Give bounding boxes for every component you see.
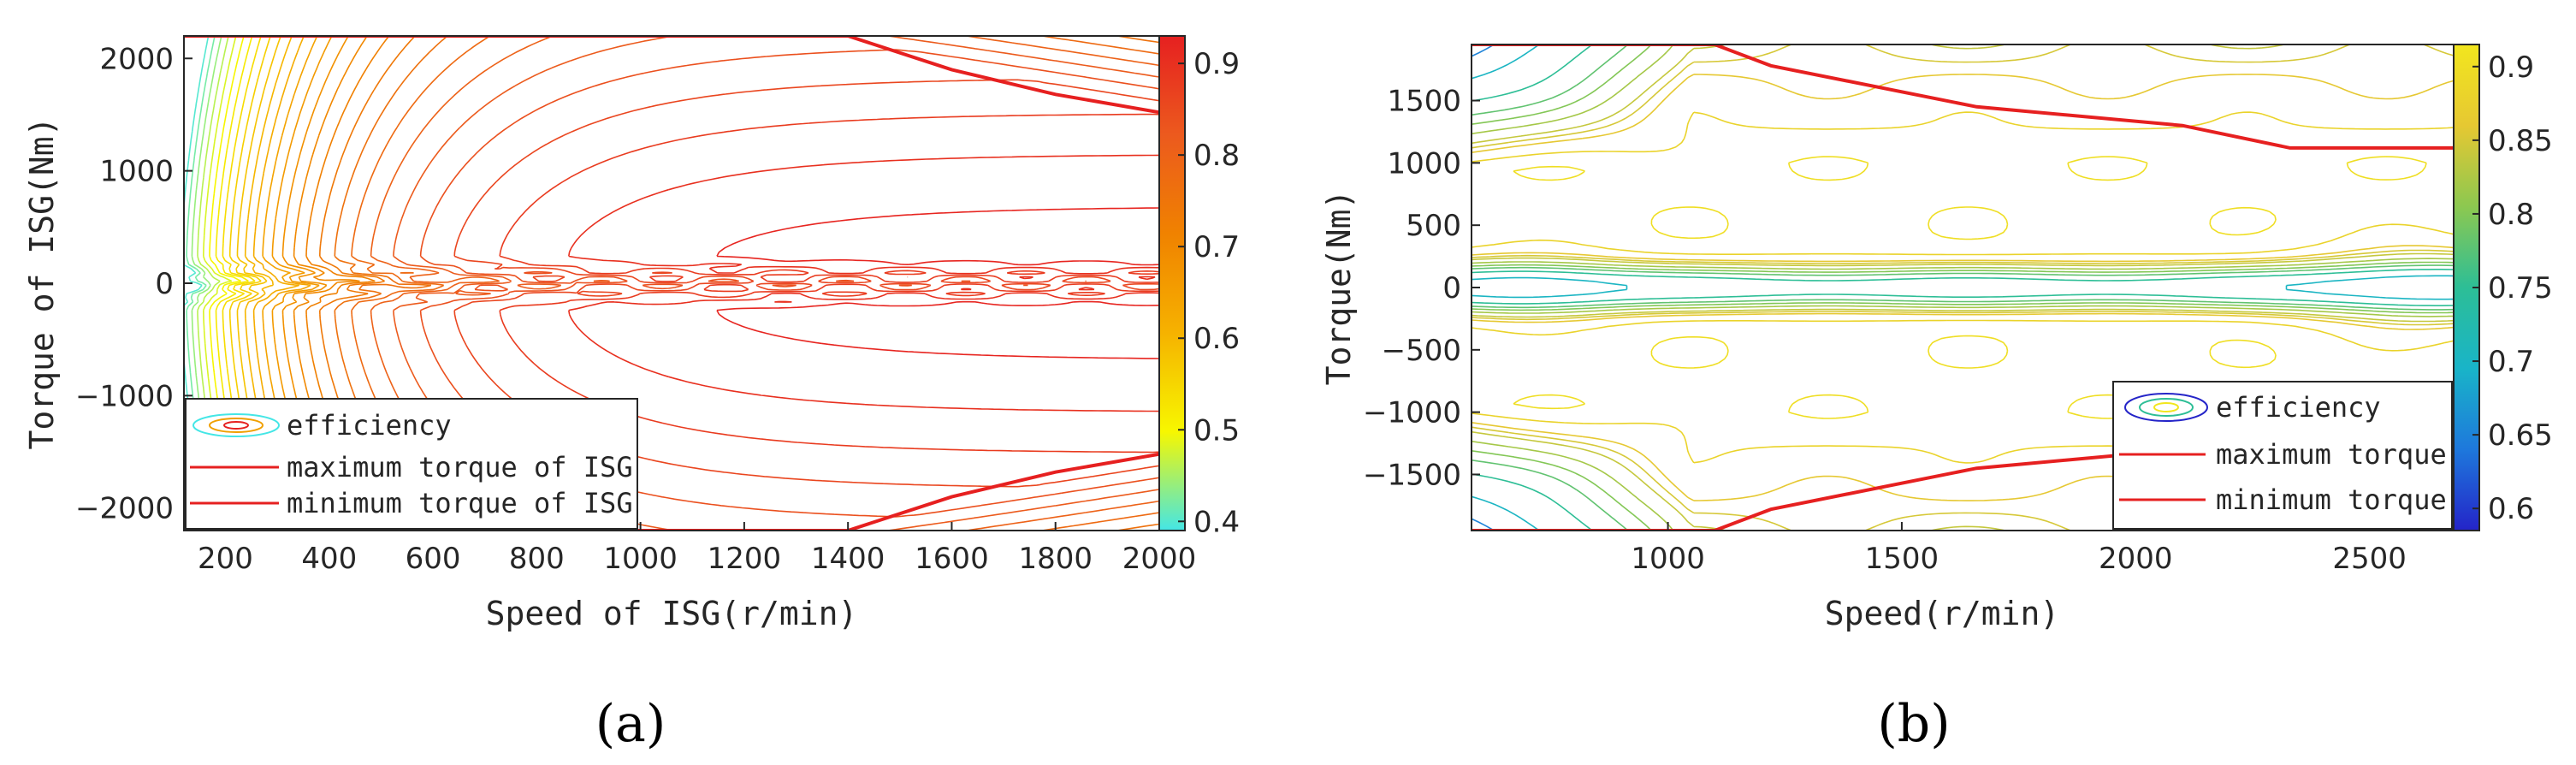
a-contour-level-23 bbox=[453, 79, 1159, 488]
a-x-tick-label: 1000 bbox=[603, 542, 678, 576]
a-y-tick-label: −2000 bbox=[75, 492, 174, 526]
b-x-tick-label: 1500 bbox=[1865, 542, 1939, 576]
b-y-tick-label: 500 bbox=[1406, 209, 1461, 243]
b-contour-level-5 bbox=[1472, 44, 2454, 531]
a-x-tick-label: 2000 bbox=[1122, 542, 1197, 576]
b-contour-level-4 bbox=[1472, 44, 2454, 531]
a-colorbar bbox=[1158, 35, 1186, 531]
b-legend: efficiency maximum torque minimum torque bbox=[2112, 381, 2453, 530]
b-legend-max-label: maximum torque bbox=[2216, 438, 2447, 471]
b-colorbar-tick-label: 0.75 bbox=[2488, 271, 2553, 305]
a-x-axis-label: Speed of ISG(r/min) bbox=[486, 595, 858, 632]
a-x-tick-label: 400 bbox=[301, 542, 357, 576]
a-colorbar-tick-label: 0.9 bbox=[1193, 47, 1240, 81]
b-colorbar-tick-label: 0.7 bbox=[2488, 345, 2534, 379]
a-legend-efficiency-icon bbox=[192, 413, 280, 437]
b-y-ticks: −1500 −1000 −500 0 500 1000 1500 bbox=[1363, 85, 1480, 492]
b-contour-level-11 bbox=[1513, 156, 2427, 419]
b-y-tick-label: −500 bbox=[1382, 334, 1461, 368]
a-contour-level-24 bbox=[499, 113, 1159, 454]
b-legend-min-label: minimum torque bbox=[2216, 483, 2447, 516]
a-x-tick-label: 200 bbox=[198, 542, 253, 576]
a-y-axis-label: Torque of ISG(Nm) bbox=[23, 117, 61, 450]
a-x-tick-label: 1600 bbox=[915, 542, 989, 576]
a-x-tick-label: 1400 bbox=[811, 542, 885, 576]
a-x-tick-label: 1800 bbox=[1018, 542, 1093, 576]
b-contour-level-6 bbox=[1472, 44, 2454, 531]
b-colorbar-tick-label: 0.85 bbox=[2488, 124, 2553, 158]
b-colorbar-ticks: 0.6 0.65 0.7 0.75 0.8 0.85 0.9 bbox=[2472, 50, 2553, 526]
a-torque-curves bbox=[184, 36, 1159, 531]
a-legend-efficiency-label: efficiency bbox=[287, 409, 452, 442]
b-y-tick-label: 0 bbox=[1442, 271, 1461, 305]
a-legend: efficiency maximum torque of ISG minimum… bbox=[185, 398, 638, 530]
a-colorbar-tick-label: 0.6 bbox=[1193, 322, 1240, 356]
b-legend-efficiency-label: efficiency bbox=[2216, 391, 2381, 424]
b-colorbar-tick-label: 0.6 bbox=[2488, 492, 2534, 526]
a-min-torque-curve bbox=[184, 452, 1159, 531]
a-legend-max-label: maximum torque of ISG bbox=[287, 451, 633, 483]
b-x-ticks: 1000 1500 2000 2500 bbox=[1631, 522, 2407, 576]
b-contour-level-10 bbox=[1472, 111, 2454, 464]
a-colorbar-tick-label: 0.5 bbox=[1193, 413, 1240, 448]
a-y-ticks: −2000 −1000 0 1000 2000 bbox=[75, 42, 192, 526]
a-x-tick-label: 800 bbox=[509, 542, 565, 576]
a-max-torque-curve bbox=[184, 36, 1159, 115]
b-legend-efficiency-icon bbox=[2124, 393, 2208, 422]
b-contour-level-7 bbox=[1472, 44, 2454, 531]
a-x-tick-label: 600 bbox=[406, 542, 461, 576]
b-y-tick-label: 1000 bbox=[1387, 146, 1461, 181]
b-y-tick-label: −1000 bbox=[1363, 396, 1461, 430]
b-y-tick-label: 1500 bbox=[1387, 85, 1461, 119]
a-panel-caption: (a) bbox=[595, 694, 666, 754]
a-y-tick-label: 2000 bbox=[99, 42, 174, 76]
a-legend-box bbox=[185, 398, 638, 530]
b-colorbar-tick-label: 0.9 bbox=[2488, 50, 2534, 85]
a-colorbar-ticks: 0.4 0.5 0.6 0.7 0.8 0.9 bbox=[1178, 47, 1240, 539]
b-contour-level-2 bbox=[1472, 44, 2454, 531]
panel-b: 1000 1500 2000 2500 −1500−1000−500050010001… bbox=[1320, 44, 2553, 754]
a-y-tick-label: −1000 bbox=[75, 379, 174, 413]
a-colorbar-tick-label: 0.7 bbox=[1193, 230, 1240, 264]
panel-a: 200 400 600 800 1000 1200 1400 1600 1800 2000 −20… bbox=[23, 35, 1240, 754]
a-legend-min-label: minimum torque of ISG bbox=[287, 487, 633, 519]
a-y-tick-label: 0 bbox=[155, 267, 174, 301]
b-colorbar-tick-label: 0.65 bbox=[2488, 418, 2553, 453]
b-contour-level-3 bbox=[1472, 44, 2454, 531]
b-y-tick-label: −1500 bbox=[1363, 458, 1461, 492]
a-contour-level-25 bbox=[568, 154, 1159, 412]
b-colorbar-tick-label: 0.8 bbox=[2488, 198, 2534, 232]
a-x-ticks: 200 400 600 800 1000 1200 1400 1600 1800 2000 bbox=[198, 522, 1196, 576]
b-y-axis-label: Torque(Nm) bbox=[1320, 190, 1358, 386]
b-panel-caption: (b) bbox=[1877, 694, 1950, 754]
b-x-tick-label: 2000 bbox=[2099, 542, 2173, 576]
b-max-torque-curve bbox=[1472, 44, 2454, 150]
b-x-tick-label: 1000 bbox=[1631, 542, 1705, 576]
a-colorbar-tick-label: 0.4 bbox=[1193, 505, 1240, 539]
b-x-tick-label: 2500 bbox=[2332, 542, 2407, 576]
a-colorbar-tick-label: 0.8 bbox=[1193, 139, 1240, 173]
a-y-tick-label: 1000 bbox=[99, 155, 174, 189]
a-contour-level-26 bbox=[716, 207, 1159, 359]
b-x-axis-label: Speed(r/min) bbox=[1825, 595, 2060, 632]
a-x-tick-label: 1200 bbox=[708, 542, 782, 576]
